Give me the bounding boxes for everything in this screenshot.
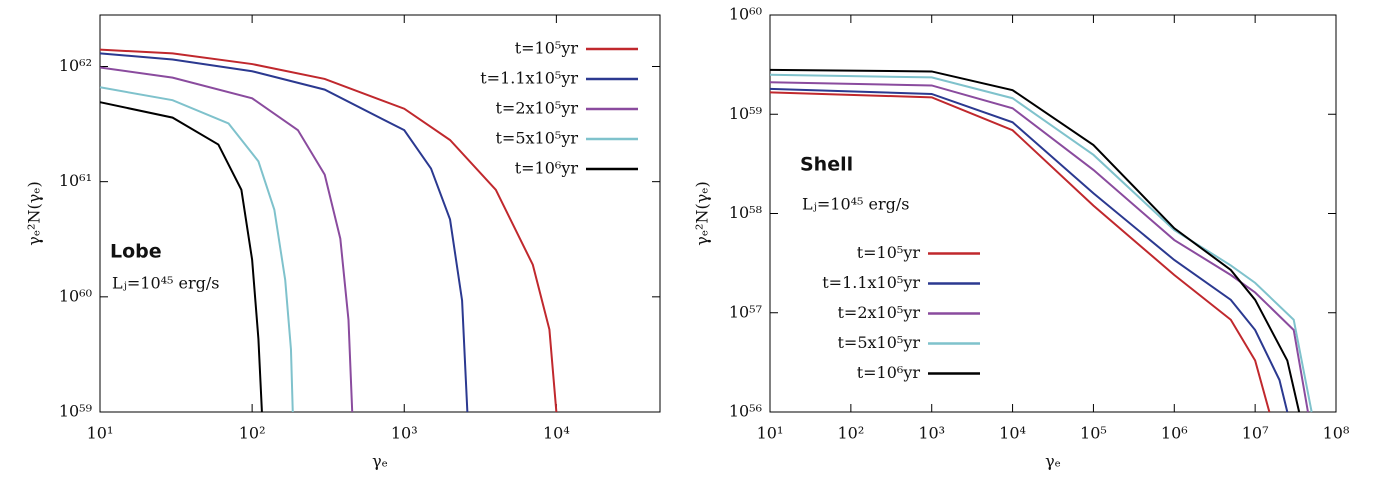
x-tick-label: 10²: [837, 424, 864, 443]
y-tick-label: 10⁶¹: [59, 171, 92, 190]
plot-frame: [99, 14, 661, 413]
legend-label: t=2x10⁵yr: [496, 99, 579, 118]
series-line: [99, 101, 263, 413]
y-axis-label: γₑ²N(γₑ): [25, 181, 44, 245]
y-tick-label: 10⁵⁶: [729, 402, 762, 421]
legend-label: t=1.1x10⁵yr: [822, 273, 920, 292]
legend-label: t=10⁶yr: [515, 159, 579, 178]
x-tick-label: 10⁴: [999, 424, 1026, 443]
legend-label: t=2x10⁵yr: [838, 303, 921, 322]
series-line: [99, 86, 294, 413]
x-tick-label: 10⁸: [1323, 424, 1350, 443]
legend-label: t=5x10⁵yr: [496, 129, 579, 148]
y-tick-label: 10⁶²: [59, 56, 92, 75]
x-tick-label: 10¹: [757, 424, 784, 443]
y-tick-label: 10⁵⁹: [729, 104, 763, 123]
y-tick-label: 10⁶⁰: [729, 5, 762, 24]
legend-label: t=5x10⁵yr: [838, 333, 921, 352]
legend-label: t=1.1x10⁵yr: [480, 69, 578, 88]
series-line: [769, 73, 1313, 413]
legend-label: t=10⁵yr: [515, 39, 579, 58]
x-tick-label: 10²: [239, 424, 266, 443]
series-line: [769, 87, 1289, 413]
series-line: [769, 81, 1309, 413]
plot-frame: [769, 14, 1337, 413]
x-tick-label: 10⁷: [1242, 424, 1269, 443]
y-tick-label: 10⁵⁹: [59, 402, 93, 421]
x-axis-label: γₑ: [372, 452, 388, 471]
series-line: [99, 66, 354, 413]
y-tick-label: 10⁶⁰: [59, 286, 92, 305]
y-axis-label: γₑ²N(γₑ): [693, 181, 712, 245]
series-line: [769, 91, 1271, 413]
x-axis-label: γₑ: [1045, 452, 1061, 471]
series-line: [99, 48, 558, 413]
annotation: Lⱼ=10⁴⁵ erg/s: [112, 274, 220, 293]
y-tick-label: 10⁵⁸: [729, 203, 762, 222]
annotation: Lⱼ=10⁴⁵ erg/s: [802, 195, 910, 214]
annotation: Lobe: [110, 241, 162, 263]
x-tick-label: 10⁶: [1161, 424, 1188, 443]
x-tick-label: 10⁵: [1080, 424, 1107, 443]
series-line: [99, 52, 469, 413]
x-tick-label: 10³: [391, 424, 418, 443]
legend-label: t=10⁶yr: [857, 363, 921, 382]
x-tick-label: 10¹: [87, 424, 114, 443]
series-line: [769, 68, 1301, 413]
y-tick-label: 10⁵⁷: [729, 302, 762, 321]
annotation: Shell: [800, 154, 853, 176]
x-tick-label: 10³: [918, 424, 945, 443]
x-tick-label: 10⁴: [543, 424, 570, 443]
legend-label: t=10⁵yr: [857, 243, 921, 262]
